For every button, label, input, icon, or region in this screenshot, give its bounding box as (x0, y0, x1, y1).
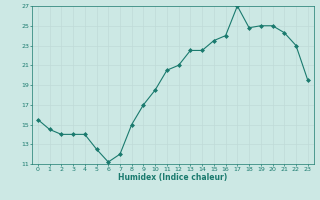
X-axis label: Humidex (Indice chaleur): Humidex (Indice chaleur) (118, 173, 228, 182)
